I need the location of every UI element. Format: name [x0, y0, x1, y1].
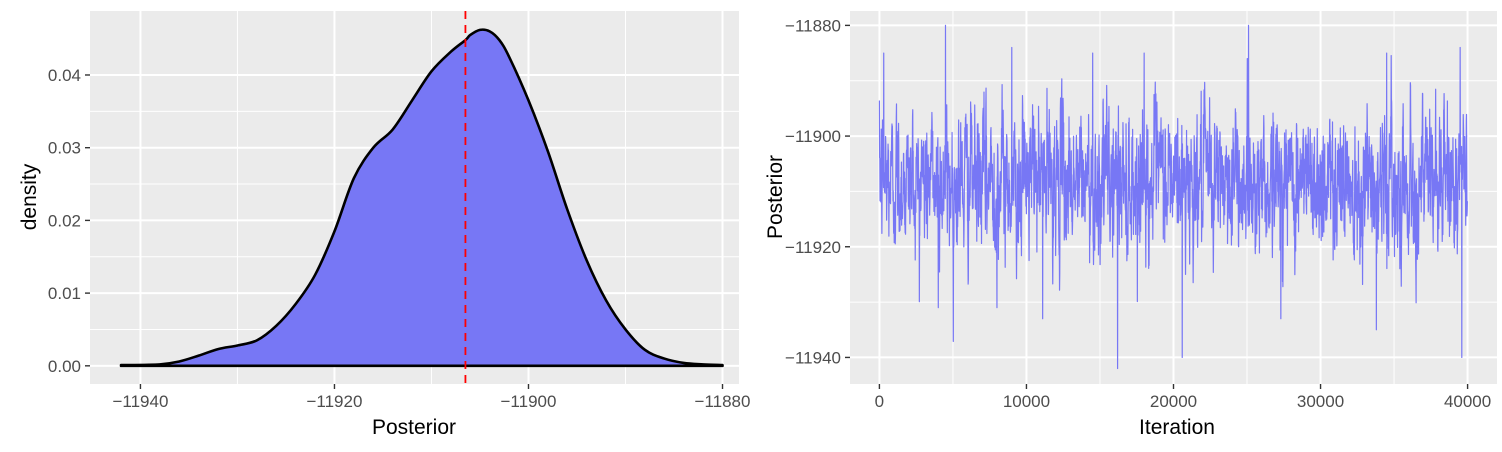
- density-curve: [119, 28, 724, 368]
- trace-y-tick-label: −11940: [785, 348, 841, 367]
- density-x-axis-title: Posterior: [372, 416, 456, 439]
- trace-line: [878, 24, 1469, 370]
- density-area: [121, 29, 723, 366]
- density-x-tick-label: −11940: [112, 392, 168, 411]
- trace-x-tick-label: 30000: [1297, 392, 1344, 411]
- trace-panel: 0 10000 20000 30000 40000 −11940 −11920 −11900 −…: [764, 11, 1497, 439]
- trace-gridlines: [850, 11, 1497, 384]
- trace-y-tick-label: −11920: [785, 238, 841, 257]
- density-y-tick-label: 0.00: [48, 357, 81, 376]
- density-x-tick-label: −11900: [501, 392, 557, 411]
- density-x-tick-label: −11920: [306, 392, 362, 411]
- density-x-tick-label: −11880: [695, 392, 751, 411]
- density-y-tick-label: 0.04: [48, 66, 81, 85]
- trace-y-axis-title: Posterior: [764, 155, 787, 239]
- density-panel: −11940 −11920 −11900 −11880 0.00 0.01 0.02 0.03…: [18, 11, 750, 439]
- density-y-axis-title: density: [18, 163, 41, 230]
- trace-y-tick-label: −11880: [785, 16, 841, 35]
- trace-x-tick-label: 10000: [1003, 392, 1050, 411]
- trace-y-tick-label: −11900: [785, 127, 841, 146]
- density-y-tick-label: 0.02: [48, 211, 81, 230]
- trace-x-axis-title: Iteration: [1139, 416, 1215, 439]
- trace-x-tick-label: 40000: [1444, 392, 1491, 411]
- trace-axis-ticks: 0 10000 20000 30000 40000 −11940 −11920 −11900 −…: [785, 16, 1491, 411]
- trace-x-tick-label: 20000: [1150, 392, 1197, 411]
- density-y-tick-label: 0.01: [48, 284, 81, 303]
- density-y-tick-label: 0.03: [48, 139, 81, 158]
- density-axis-ticks: −11940 −11920 −11900 −11880 0.00 0.01 0.02 0.03…: [48, 66, 751, 411]
- trace-x-tick-label: 0: [875, 392, 884, 411]
